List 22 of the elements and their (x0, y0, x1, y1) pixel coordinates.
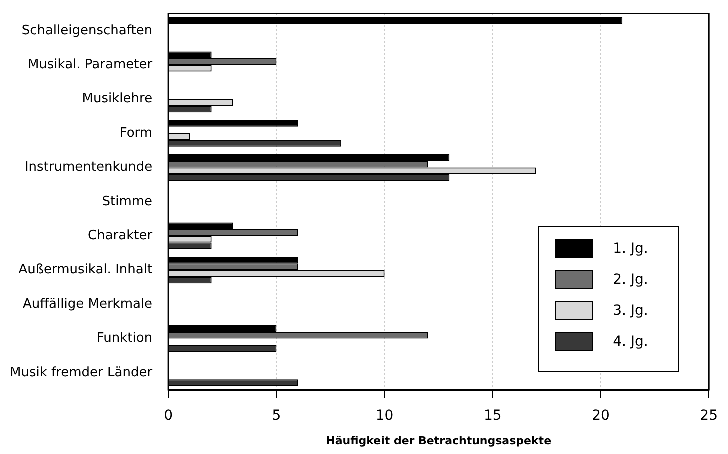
x-tick-label: 10 (376, 408, 394, 424)
y-tick-label: Form (120, 126, 153, 141)
legend-label: 3. Jg. (613, 302, 648, 318)
y-tick-label: Charakter (88, 228, 154, 244)
y-tick-label: Schalleigenschaften (22, 23, 153, 38)
y-tick-label: Außermusikal. Inhalt (18, 262, 153, 278)
x-axis-title: Häufigkeit der Betrachtungsaspekte (326, 434, 552, 448)
y-tick-label: Musikal. Parameter (28, 57, 154, 72)
x-tick-label: 20 (592, 408, 610, 424)
y-tick-label: Musiklehre (82, 92, 153, 107)
y-tick-label: Auffällige Merkmale (22, 296, 153, 312)
y-tick-label: Stimme (102, 194, 153, 210)
y-tick-label: Funktion (96, 331, 153, 346)
x-tick-label: 0 (164, 408, 174, 424)
y-tick-label: Musik fremder Länder (10, 365, 154, 380)
x-tick-label: 15 (484, 408, 502, 424)
legend-label: 2. Jg. (613, 272, 648, 288)
x-tick-label: 25 (700, 408, 718, 424)
x-tick-label: 5 (272, 408, 282, 424)
legend-label: 4. Jg. (613, 334, 648, 350)
y-tick-label: Instrumentenkunde (24, 160, 153, 176)
legend-label: 1. Jg. (613, 240, 648, 256)
